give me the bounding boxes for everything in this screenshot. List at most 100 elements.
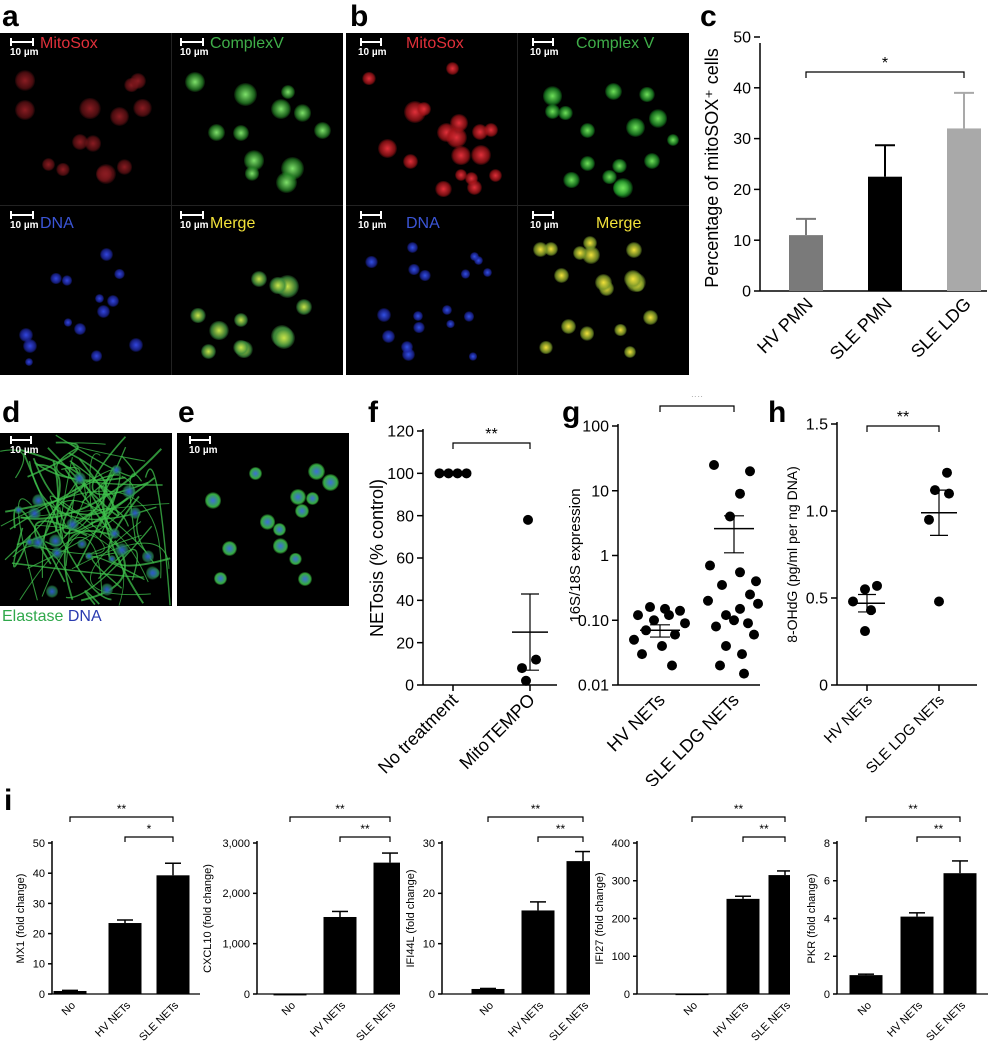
- cell-blob: [484, 123, 499, 138]
- cell-blob: [184, 72, 205, 92]
- data-point: [751, 576, 761, 587]
- data-point: [924, 514, 934, 525]
- significance-label: **: [934, 822, 944, 836]
- y-tick-label: 10: [591, 483, 609, 500]
- x-tick-label: No: [856, 1000, 874, 1018]
- significance-bracket: [537, 836, 584, 842]
- bar-0: [471, 988, 505, 994]
- chart-c: 0 10 20 30 40 50 Percentage of mitoSOX⁺ cells H…: [702, 30, 987, 364]
- significance-label: **: [908, 802, 918, 816]
- x-tick-label: SLE LDG NETs: [863, 692, 948, 777]
- cell-blob: [543, 86, 563, 106]
- panel-letter-b: b: [350, 0, 369, 33]
- cell-blob: [72, 471, 86, 486]
- y-tick-label: 0.5: [806, 591, 828, 608]
- cell-blob: [48, 534, 63, 548]
- y-tick-label: 200: [612, 913, 630, 925]
- cell-blob: [602, 169, 617, 184]
- y-axis-label: Percentage of mitoSOX⁺ cells: [702, 48, 722, 288]
- data-point: [848, 596, 858, 607]
- cell-blob: [468, 352, 478, 361]
- significance-bracket: [805, 71, 965, 78]
- net-fiber: [71, 442, 146, 462]
- cell-blob: [446, 127, 468, 149]
- data-point: [531, 654, 541, 665]
- chart-i2: 0 1,000 2,000 3,000 CXCL10 (fold change) No HV…: [202, 802, 400, 1044]
- channel-label-dna: DNA: [40, 215, 74, 232]
- x-tick-label: SLE PMN: [826, 294, 896, 364]
- scale-bar-label: 10 µm: [180, 220, 209, 231]
- significance-bracket: [69, 816, 174, 822]
- cell-blob: [563, 172, 580, 189]
- significance-label: **: [360, 822, 370, 836]
- significance-bracket: [866, 425, 940, 432]
- cell-blob: [42, 157, 56, 171]
- data-point: [745, 589, 755, 600]
- cell-blob: [322, 473, 340, 491]
- y-tick-label: 400: [612, 838, 630, 850]
- y-tick-label: 30: [733, 131, 751, 148]
- cell-blob: [111, 464, 122, 476]
- x-tick-label: No: [682, 1000, 700, 1018]
- cell-blob: [296, 298, 312, 315]
- y-tick-label: 300: [612, 876, 630, 888]
- data-point: [721, 610, 731, 621]
- cell-blob: [130, 73, 147, 90]
- cell-blob: [644, 152, 661, 169]
- data-point: [739, 668, 749, 679]
- cell-blob: [90, 350, 103, 362]
- x-tick-label: SLE LDG: [907, 294, 975, 362]
- chart-i1: 0 10 20 30 40 50 MX1 (fold change) No HV NETs SLE…: [15, 802, 200, 1044]
- data-point: [517, 663, 527, 674]
- bar-2: [768, 875, 790, 994]
- significance-bracket: [865, 816, 961, 822]
- cell-blob: [454, 168, 468, 182]
- cell-blob: [364, 255, 378, 269]
- data-point: [725, 511, 735, 522]
- cell-blob: [488, 169, 503, 183]
- y-tick-label: 2,000: [222, 888, 250, 900]
- cell-blob: [413, 321, 425, 333]
- bar-1: [900, 916, 934, 994]
- y-tick-label: 30: [423, 838, 435, 850]
- cell-blob: [208, 123, 226, 141]
- significance-label: **: [897, 409, 909, 426]
- net-fiber: [76, 488, 119, 568]
- net-fiber: [0, 449, 25, 479]
- cell-blob: [539, 340, 553, 355]
- x-tick-label: No: [60, 1000, 78, 1018]
- cell-blob: [451, 145, 471, 165]
- scale-bar-label: 10 µm: [530, 47, 559, 58]
- scale-bar-label: 10 µm: [10, 220, 39, 231]
- x-tick-label: HV NETs: [308, 999, 348, 1039]
- cell-blob: [201, 343, 217, 359]
- data-point: [753, 598, 763, 609]
- net-fiber: [41, 525, 149, 597]
- micrograph-b: 10 µm 10 µm 10 µm 10 µm MitoSox Complex …: [346, 33, 689, 375]
- data-point: [670, 629, 680, 640]
- cell-blob: [56, 162, 71, 177]
- significance-bracket: [916, 836, 961, 842]
- data-point: [745, 466, 755, 477]
- y-tick-label: 30: [33, 898, 45, 910]
- cell-blob: [74, 322, 87, 335]
- cell-blob: [313, 121, 331, 139]
- significance-label: **: [485, 426, 497, 443]
- cell-blob: [133, 98, 152, 118]
- scale-bar-label: 10 µm: [10, 445, 39, 456]
- cell-blob: [96, 305, 110, 319]
- cell-blob: [482, 268, 492, 278]
- cell-blob: [280, 85, 296, 100]
- bar-2: [947, 128, 981, 291]
- net-fiber: [98, 485, 115, 532]
- panel-letter-a: a: [2, 0, 19, 33]
- data-point: [735, 603, 745, 614]
- cell-blob: [234, 83, 258, 107]
- cell-blob: [107, 294, 120, 307]
- x-tick-label: HV NETs: [93, 999, 133, 1039]
- y-tick-label: 0: [244, 989, 250, 1001]
- significance-bracket: [742, 836, 786, 842]
- data-point: [737, 649, 747, 660]
- bar-1: [868, 176, 902, 291]
- y-tick-label: 50: [33, 838, 45, 850]
